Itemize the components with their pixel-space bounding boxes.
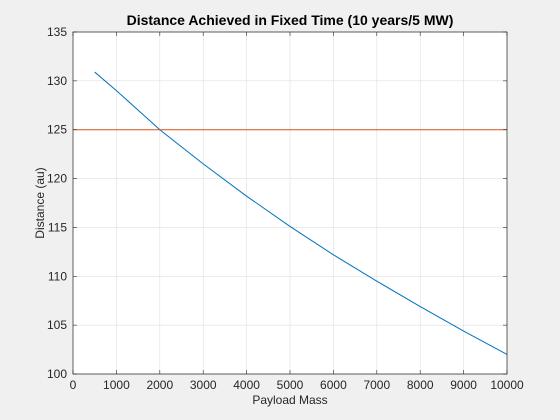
- x-tick-label: 4000: [233, 378, 260, 392]
- y-tick-label: 105: [47, 318, 67, 332]
- x-tick-label: 2000: [146, 378, 173, 392]
- y-axis-label: Distance (au): [33, 167, 47, 238]
- x-tick-label: 5000: [277, 378, 304, 392]
- series-layer: [73, 71, 508, 355]
- distance-series-line: [94, 71, 508, 355]
- x-tick-label: 7000: [363, 378, 390, 392]
- y-tick-label: 110: [48, 269, 67, 283]
- x-tick-label: 1000: [103, 378, 130, 392]
- y-tick-label: 125: [47, 123, 67, 137]
- x-tick-label: 9000: [450, 378, 477, 392]
- x-tick-label: 6000: [320, 378, 347, 392]
- x-tick-label: 8000: [407, 378, 434, 392]
- y-tick-label: 130: [47, 74, 67, 88]
- y-tick-label: 100: [47, 367, 67, 381]
- chart-title: Distance Achieved in Fixed Time (10 year…: [127, 12, 454, 28]
- x-tick-label: 0: [70, 378, 77, 392]
- ticks: 0 1000 2000 3000 4000 5000 6000 7000 8000 9000 100…: [47, 25, 524, 392]
- y-tick-label: 115: [48, 220, 67, 234]
- x-tick-label: 3000: [190, 378, 217, 392]
- x-tick-label: 10000: [490, 378, 524, 392]
- y-tick-label: 120: [47, 172, 67, 186]
- y-tick-label: 135: [47, 25, 67, 39]
- x-axis-label: Payload Mass: [252, 393, 327, 407]
